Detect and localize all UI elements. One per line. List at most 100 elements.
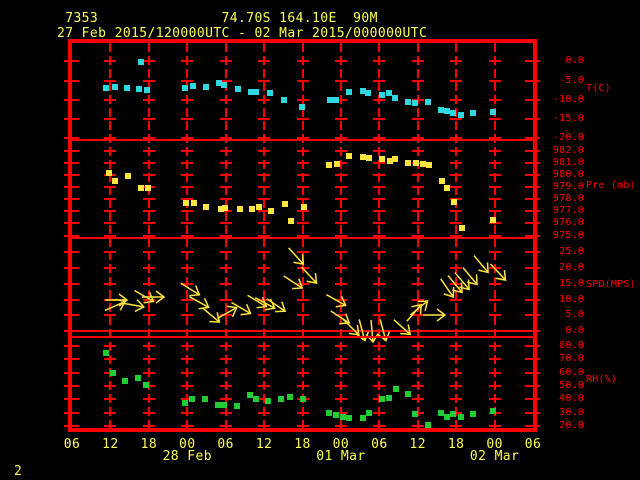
grid-tick-cross xyxy=(142,282,155,285)
grid-tick-cross xyxy=(334,282,347,285)
grid-tick-cross xyxy=(104,345,117,348)
right-edge-tick xyxy=(525,425,540,427)
grid-tick-cross xyxy=(181,60,194,63)
grid-tick-cross xyxy=(411,298,424,301)
grid-tick-cross xyxy=(181,210,194,213)
grid-tick-cross xyxy=(258,137,271,140)
temperature-data-point xyxy=(490,108,497,115)
axis-tick-label: 20.0 xyxy=(559,420,584,431)
right-edge-tick xyxy=(525,266,540,269)
grid-tick-cross xyxy=(142,161,155,164)
temperature-data-point xyxy=(444,108,451,115)
grid-tick-cross xyxy=(104,398,117,401)
grid-tick-cross xyxy=(296,198,309,201)
grid-tick-cross xyxy=(219,98,232,101)
temperature-data-point xyxy=(280,96,287,103)
grid-tick-cross xyxy=(142,222,155,225)
grid-tick-cross xyxy=(142,198,155,201)
grid-tick-cross xyxy=(450,266,463,269)
grid-tick-cross xyxy=(373,385,386,388)
grid-tick-cross xyxy=(104,98,117,101)
right-edge-tick xyxy=(525,314,540,317)
grid-tick-cross xyxy=(373,161,386,164)
relative-humidity-data-point xyxy=(287,393,294,400)
grid-tick-cross xyxy=(104,161,117,164)
grid-tick-cross xyxy=(373,198,386,201)
grid-tick-cross xyxy=(181,425,194,427)
grid-tick-cross xyxy=(104,149,117,152)
grid-tick-cross xyxy=(411,425,424,427)
wind-arrow xyxy=(399,288,438,327)
grid-tick-cross xyxy=(488,60,501,63)
relative-humidity-data-point xyxy=(412,411,419,417)
axis-tick-label: 978.0 xyxy=(552,193,584,205)
wind-arrow xyxy=(276,236,316,276)
arrow-icon xyxy=(490,263,507,281)
grid-tick-cross xyxy=(334,234,347,237)
relative-humidity-data-point xyxy=(221,401,228,408)
relative-humidity-data-point xyxy=(202,396,209,403)
date-label: 02 Mar xyxy=(469,449,520,464)
pressure-data-point xyxy=(125,173,132,180)
grid-tick-cross xyxy=(334,98,347,101)
grid-tick-cross xyxy=(488,385,501,388)
grid-tick-cross xyxy=(258,345,271,348)
relative-humidity-data-point xyxy=(102,349,109,356)
grid-tick-cross xyxy=(334,266,347,269)
temperature-data-point xyxy=(333,96,340,103)
wind-arrow xyxy=(102,286,130,314)
axis-tick-label: 975.0 xyxy=(552,229,584,241)
grid-tick-cross xyxy=(296,79,309,82)
relative-humidity-data-point xyxy=(339,413,346,420)
panel-separator xyxy=(72,237,533,239)
axis-tick-label: 15.0 xyxy=(559,277,584,289)
grid-tick-cross xyxy=(488,137,501,140)
grid-tick-cross xyxy=(181,282,194,285)
panel-separator xyxy=(72,336,533,338)
grid-tick-cross xyxy=(296,345,309,348)
grid-tick-cross xyxy=(296,186,309,189)
grid-tick-cross xyxy=(488,210,501,213)
grid-tick-cross xyxy=(373,149,386,152)
grid-tick-cross xyxy=(181,250,194,253)
pressure-data-point xyxy=(282,201,289,208)
wind-arrow xyxy=(139,283,167,311)
grid-tick-cross xyxy=(411,282,424,285)
pressure-data-point xyxy=(268,208,275,215)
relative-humidity-data-point xyxy=(143,381,150,388)
grid-tick-cross xyxy=(219,222,232,225)
page-number: 2 xyxy=(14,464,23,479)
grid-tick-cross xyxy=(334,298,347,301)
grid-tick-cross xyxy=(450,250,463,253)
pressure-data-point xyxy=(138,185,145,192)
grid-tick-cross xyxy=(181,398,194,401)
grid-tick-cross xyxy=(142,411,155,414)
arrow-icon xyxy=(188,296,210,310)
grid-tick-cross xyxy=(334,222,347,225)
grid-tick-cross xyxy=(142,298,155,301)
pressure-data-point xyxy=(111,178,118,185)
right-edge-tick xyxy=(525,330,540,333)
grid-tick-cross xyxy=(142,174,155,177)
temperature-data-point xyxy=(221,81,228,88)
grid-tick-cross xyxy=(219,358,232,361)
hour-label: 18 xyxy=(294,437,311,452)
temperature-data-point xyxy=(412,100,419,107)
grid-tick-cross xyxy=(488,149,501,152)
grid-tick-cross xyxy=(488,186,501,189)
grid-tick-cross xyxy=(219,282,232,285)
grid-tick-cross xyxy=(411,174,424,177)
grid-tick-cross xyxy=(142,266,155,269)
relative-humidity-data-point xyxy=(366,409,373,416)
arrow-icon xyxy=(393,319,412,336)
grid-tick-cross xyxy=(219,314,232,317)
grid-tick-cross xyxy=(219,371,232,374)
relative-humidity-data-point xyxy=(449,411,456,417)
grid-tick-cross xyxy=(142,60,155,63)
temperature-data-point xyxy=(182,85,189,92)
grid-tick-cross xyxy=(488,161,501,164)
right-edge-tick xyxy=(525,198,540,201)
grid-tick-cross xyxy=(258,222,271,225)
grid-tick-cross xyxy=(373,411,386,414)
grid-tick-cross xyxy=(219,79,232,82)
